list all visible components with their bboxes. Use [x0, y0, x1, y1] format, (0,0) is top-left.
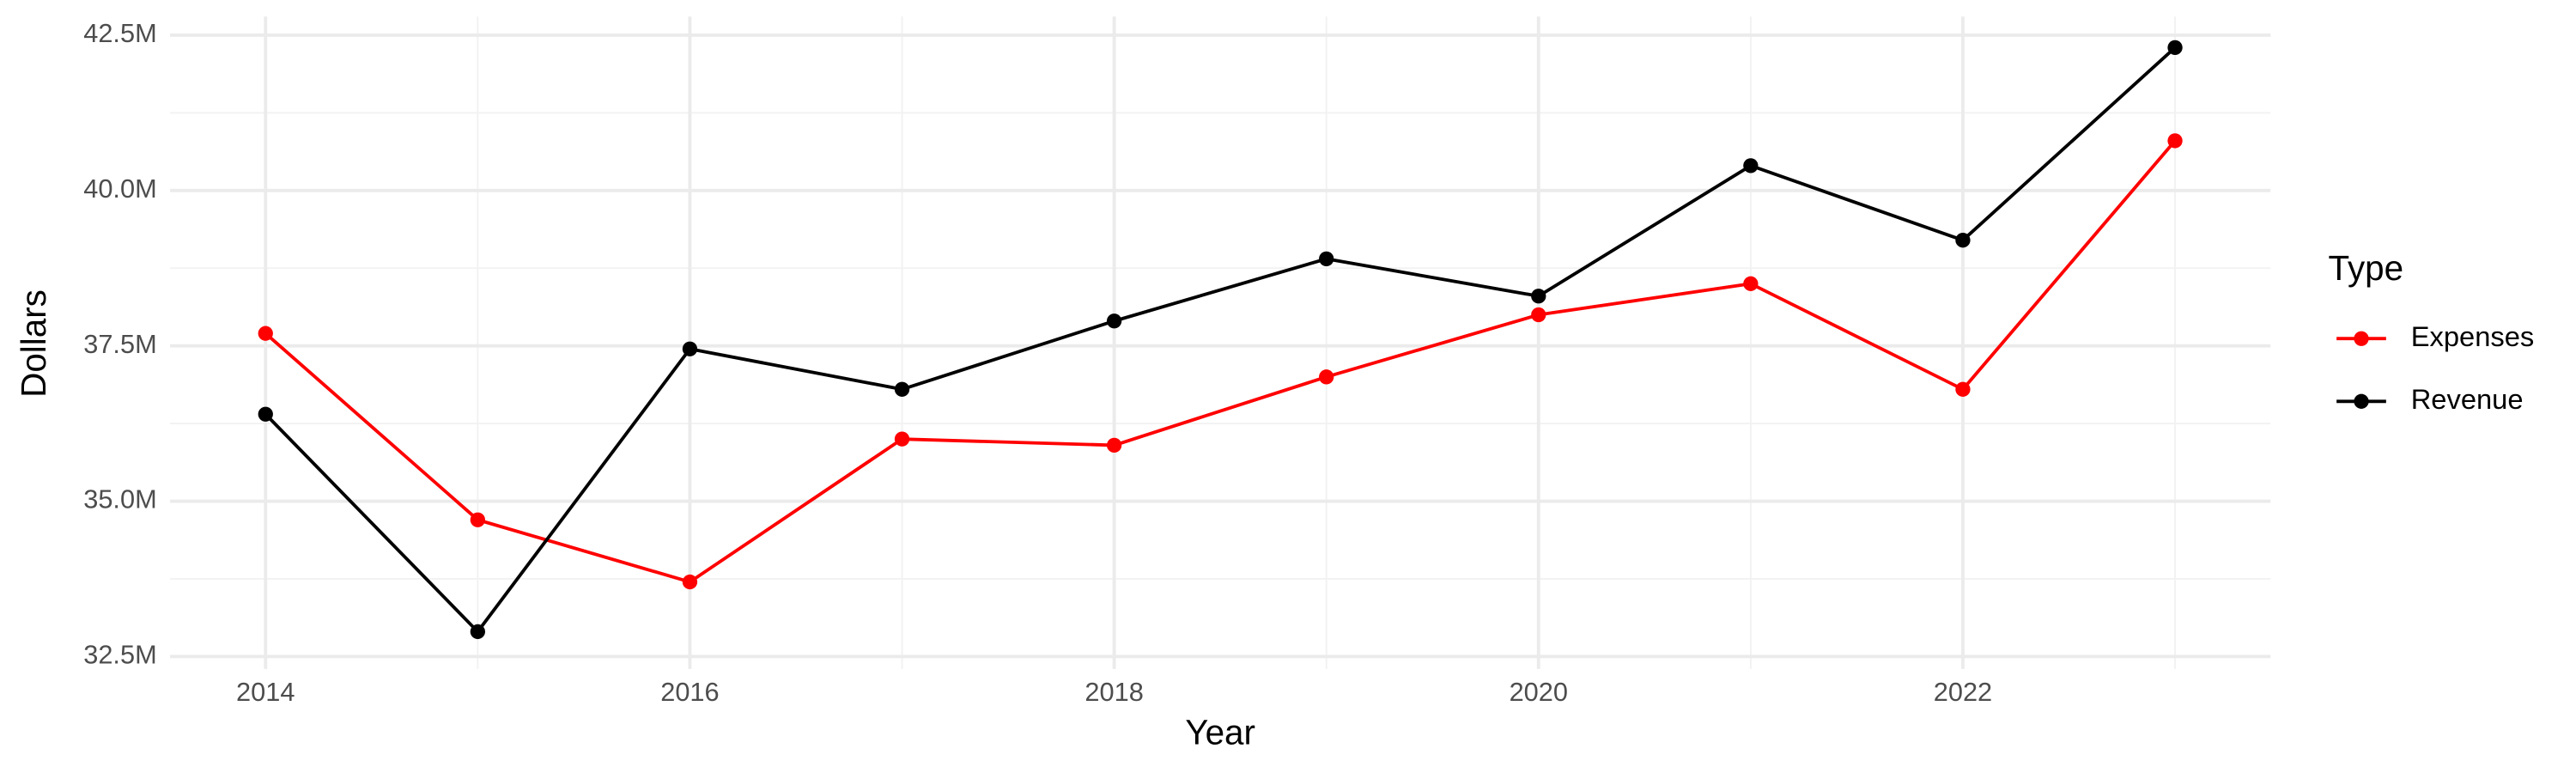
x-tick-label: 2016 — [660, 677, 719, 707]
data-point — [682, 574, 698, 590]
legend-title: Type — [2329, 248, 2404, 288]
data-point — [2167, 133, 2183, 149]
data-point — [682, 341, 698, 356]
x-tick-label: 2018 — [1084, 677, 1143, 707]
series-line — [264, 139, 2177, 584]
data-point — [1319, 369, 1334, 385]
legend-key-point — [2354, 331, 2369, 346]
data-point — [1531, 307, 1546, 323]
data-point — [1319, 251, 1334, 267]
x-tick-label: 2020 — [1510, 677, 1568, 707]
legend-label: Revenue — [2411, 383, 2524, 415]
data-point — [258, 326, 273, 341]
data-point — [258, 406, 273, 422]
data-point — [1743, 158, 1759, 173]
data-point — [1955, 381, 1971, 397]
x-tick-label: 2014 — [236, 677, 295, 707]
y-tick-label: 42.5M — [83, 18, 156, 48]
x-axis-title: Year — [1185, 712, 1255, 752]
legend-key-point — [2354, 393, 2369, 409]
data-point — [1106, 313, 1122, 329]
data-point — [2167, 40, 2183, 56]
y-tick-label: 37.5M — [83, 329, 156, 359]
x-tick-label: 2022 — [1934, 677, 1992, 707]
data-point — [1955, 233, 1971, 248]
data-point — [1743, 276, 1759, 291]
legend-label: Expenses — [2411, 320, 2535, 352]
series-line — [264, 46, 2177, 635]
y-tick-label: 35.0M — [83, 484, 156, 514]
y-axis-title: Dollars — [14, 289, 53, 398]
y-tick-label: 32.5M — [83, 640, 156, 670]
data-point — [894, 431, 910, 447]
data-point — [470, 512, 486, 527]
data-point — [894, 381, 910, 397]
data-point — [1531, 289, 1546, 304]
data-point — [470, 624, 486, 640]
y-tick-label: 40.0M — [83, 173, 156, 204]
data-point — [1106, 437, 1122, 453]
